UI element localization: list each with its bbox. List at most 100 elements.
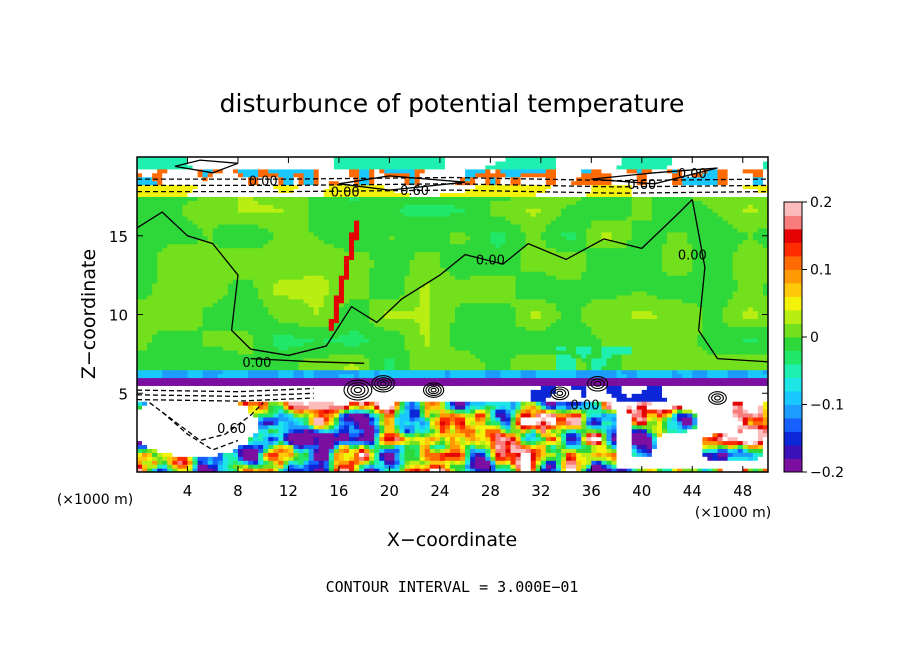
heatmap-cell <box>222 216 229 221</box>
heatmap-cell <box>243 460 249 465</box>
heatmap-cell <box>137 420 143 426</box>
heatmap-cell <box>338 440 345 446</box>
heatmap-cell <box>379 409 385 414</box>
heatmap-cell <box>157 239 163 245</box>
heatmap-cell <box>283 243 290 249</box>
heatmap-cell <box>369 172 375 178</box>
heatmap-cell <box>268 306 274 312</box>
heatmap-cell <box>429 227 436 233</box>
heatmap-cell <box>202 432 209 438</box>
heatmap-cell <box>217 168 224 174</box>
heatmap-cell <box>237 243 244 249</box>
heatmap-cell <box>157 235 163 241</box>
heatmap-cell <box>197 160 204 166</box>
heatmap-cell <box>248 318 254 323</box>
heatmap-cell <box>248 448 254 453</box>
heatmap-cell <box>424 373 431 379</box>
heatmap-cell <box>308 420 315 426</box>
heatmap-cell <box>364 255 370 260</box>
heatmap-cell <box>424 436 431 442</box>
heatmap-cell <box>283 157 290 162</box>
heatmap-cell <box>142 275 148 280</box>
heatmap-cell <box>243 377 249 383</box>
heatmap-cell <box>202 338 209 343</box>
heatmap-cell <box>359 318 365 323</box>
heatmap-cell <box>202 424 209 430</box>
heatmap-cell <box>424 349 431 355</box>
heatmap-cell <box>232 385 239 390</box>
heatmap-cell <box>157 428 163 434</box>
heatmap-cell <box>394 464 401 469</box>
heatmap-cell <box>434 176 441 182</box>
heatmap-cell <box>217 464 224 469</box>
heatmap-cell <box>328 381 335 386</box>
heatmap-cell <box>258 357 264 363</box>
heatmap-cell <box>379 192 385 197</box>
heatmap-cell <box>424 283 431 288</box>
heatmap-cell <box>248 357 254 363</box>
heatmap-cell <box>202 322 209 327</box>
heatmap-cell <box>298 231 305 237</box>
heatmap-cell <box>162 172 168 178</box>
heatmap-cell <box>293 220 300 225</box>
heatmap-cell <box>263 432 269 438</box>
heatmap-cell <box>343 220 350 225</box>
heatmap-cell <box>283 444 290 449</box>
heatmap-cell <box>364 349 370 355</box>
heatmap-cell <box>364 342 370 347</box>
heatmap-cell <box>394 239 401 245</box>
heatmap-cell <box>343 346 350 351</box>
heatmap-cell <box>364 357 370 363</box>
heatmap-cell <box>399 365 406 371</box>
heatmap-cell <box>142 460 148 465</box>
heatmap-cell <box>142 428 148 434</box>
heatmap-cell <box>414 397 421 402</box>
heatmap-cell <box>167 247 173 253</box>
heatmap-cell <box>227 271 234 276</box>
heatmap-cell <box>167 349 173 355</box>
heatmap-cell <box>384 302 390 308</box>
heatmap-cell <box>444 373 451 379</box>
heatmap-cell <box>444 306 451 312</box>
heatmap-cell <box>384 326 390 331</box>
heatmap-cell <box>172 208 178 213</box>
heatmap-cell <box>323 184 330 190</box>
heatmap-cell <box>349 440 355 446</box>
heatmap-cell <box>354 365 360 371</box>
heatmap-cell <box>162 227 168 233</box>
heatmap-cell <box>243 243 249 249</box>
heatmap-cell <box>217 381 224 386</box>
heatmap-cell <box>268 160 274 166</box>
heatmap-cell <box>328 401 335 406</box>
heatmap-cell <box>142 440 148 446</box>
heatmap-cell <box>374 369 380 375</box>
heatmap-cell <box>142 330 148 335</box>
heatmap-cell <box>359 342 365 347</box>
heatmap-cell <box>449 409 456 414</box>
heatmap-cell <box>192 330 199 335</box>
heatmap-cell <box>414 314 421 320</box>
heatmap-cell <box>197 393 204 398</box>
heatmap-cell <box>389 290 396 296</box>
heatmap-cell <box>298 401 305 406</box>
heatmap-cell <box>424 361 431 367</box>
heatmap-cell <box>308 326 315 331</box>
heatmap-cell <box>338 464 345 469</box>
heatmap-cell <box>369 286 375 292</box>
heatmap-cell <box>192 267 199 272</box>
heatmap-cell <box>232 405 239 410</box>
heatmap-cell <box>243 263 249 268</box>
heatmap-cell <box>232 227 239 233</box>
heatmap-cell <box>273 456 279 461</box>
heatmap-cell <box>212 357 219 363</box>
heatmap-cell <box>237 428 244 434</box>
heatmap-cell <box>298 405 305 410</box>
heatmap-cell <box>167 361 173 367</box>
heatmap-cell <box>162 271 168 276</box>
heatmap-cell <box>414 172 421 178</box>
heatmap-cell <box>349 464 355 469</box>
heatmap-cell <box>243 168 249 174</box>
heatmap-cell <box>202 381 209 386</box>
heatmap-cell <box>429 456 436 461</box>
heatmap-cell <box>137 168 143 174</box>
